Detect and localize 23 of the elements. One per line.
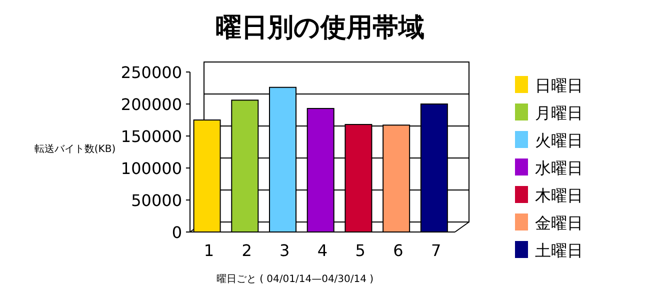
x-tick-label: 4 bbox=[317, 241, 328, 260]
x-axis-title: 曜日ごと ( 04/01/14—04/30/14 ) bbox=[216, 273, 374, 285]
legend-label: 金曜日 bbox=[535, 214, 583, 232]
legend-label: 日曜日 bbox=[535, 76, 583, 95]
y-tick-label: 200000 bbox=[120, 95, 182, 114]
y-tick-label: 100000 bbox=[120, 159, 182, 178]
legend-label: 水曜日 bbox=[535, 158, 583, 178]
y-tick-label: 0 bbox=[172, 223, 182, 242]
y-axis-title: 転送バイト数(KB) bbox=[34, 143, 116, 155]
legend-label: 木曜日 bbox=[535, 186, 583, 205]
x-tick-label: 6 bbox=[393, 241, 404, 260]
x-tick-label: 7 bbox=[430, 241, 442, 260]
x-tick-label: 3 bbox=[280, 241, 290, 260]
y-tick-label: 150000 bbox=[120, 127, 182, 146]
legend-label: 火曜日 bbox=[535, 131, 583, 150]
x-tick-label: 2 bbox=[242, 241, 252, 260]
legend-label: 月曜日 bbox=[535, 104, 583, 122]
y-tick-label: 250000 bbox=[120, 63, 182, 82]
chart-title: 曜日別の使用帯域 bbox=[216, 13, 424, 43]
x-tick-label: 1 bbox=[204, 241, 214, 260]
legend-label: 土曜日 bbox=[535, 241, 583, 260]
y-tick-label: 50000 bbox=[131, 191, 182, 210]
x-tick-label: 5 bbox=[355, 241, 366, 260]
